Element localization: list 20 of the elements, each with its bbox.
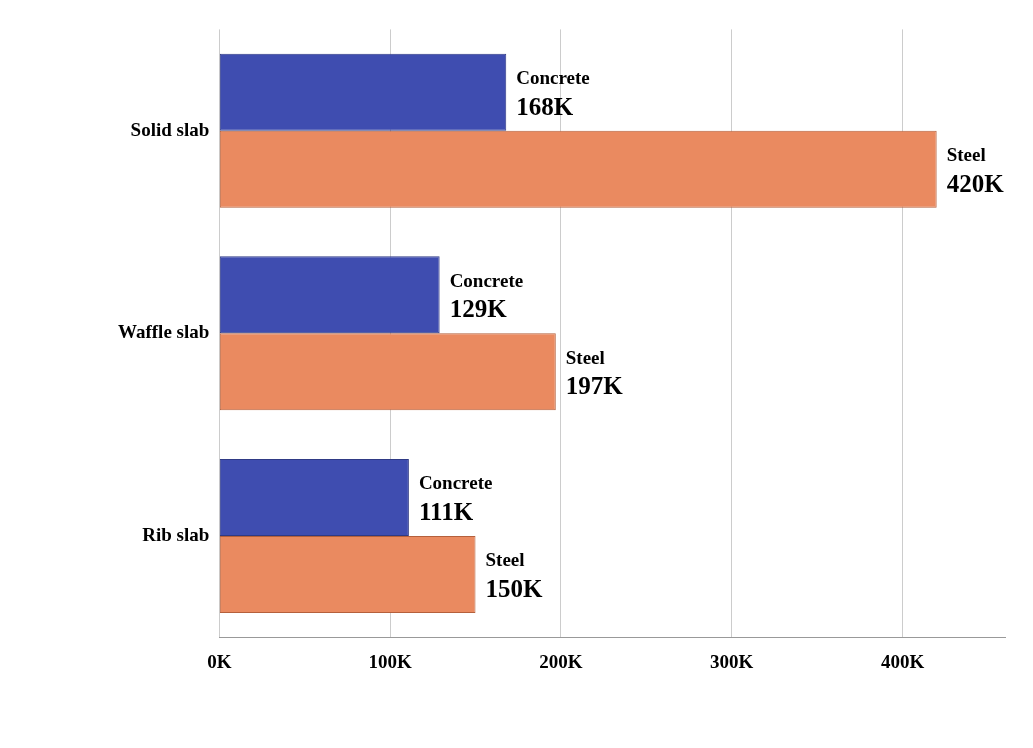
x-tick-label: 100K [368,650,412,672]
x-tick-label: 0K [207,650,232,672]
x-tick-label: 400K [880,650,925,672]
y-tick-label: Rib slab [142,523,210,545]
text: Steel [485,549,525,571]
data-label: 129K [449,295,508,323]
x-tick-label: 200K [539,650,583,672]
x-tick-label: 300K [710,650,754,672]
text: Concrete [418,472,493,494]
series-label: Concrete [516,67,590,89]
data-label: 150K [485,574,544,602]
data-label: 111K [418,497,474,525]
data-label: 197K [565,372,624,400]
data-label: 168K [516,92,574,120]
series-label: Steel [946,144,986,166]
text: Steel [565,346,605,368]
data-label: 420K [946,169,1005,197]
y-tick-label: Solid slab [130,118,210,140]
text: Concrete [449,269,524,291]
y-tick-label: Waffle slab [118,321,210,343]
